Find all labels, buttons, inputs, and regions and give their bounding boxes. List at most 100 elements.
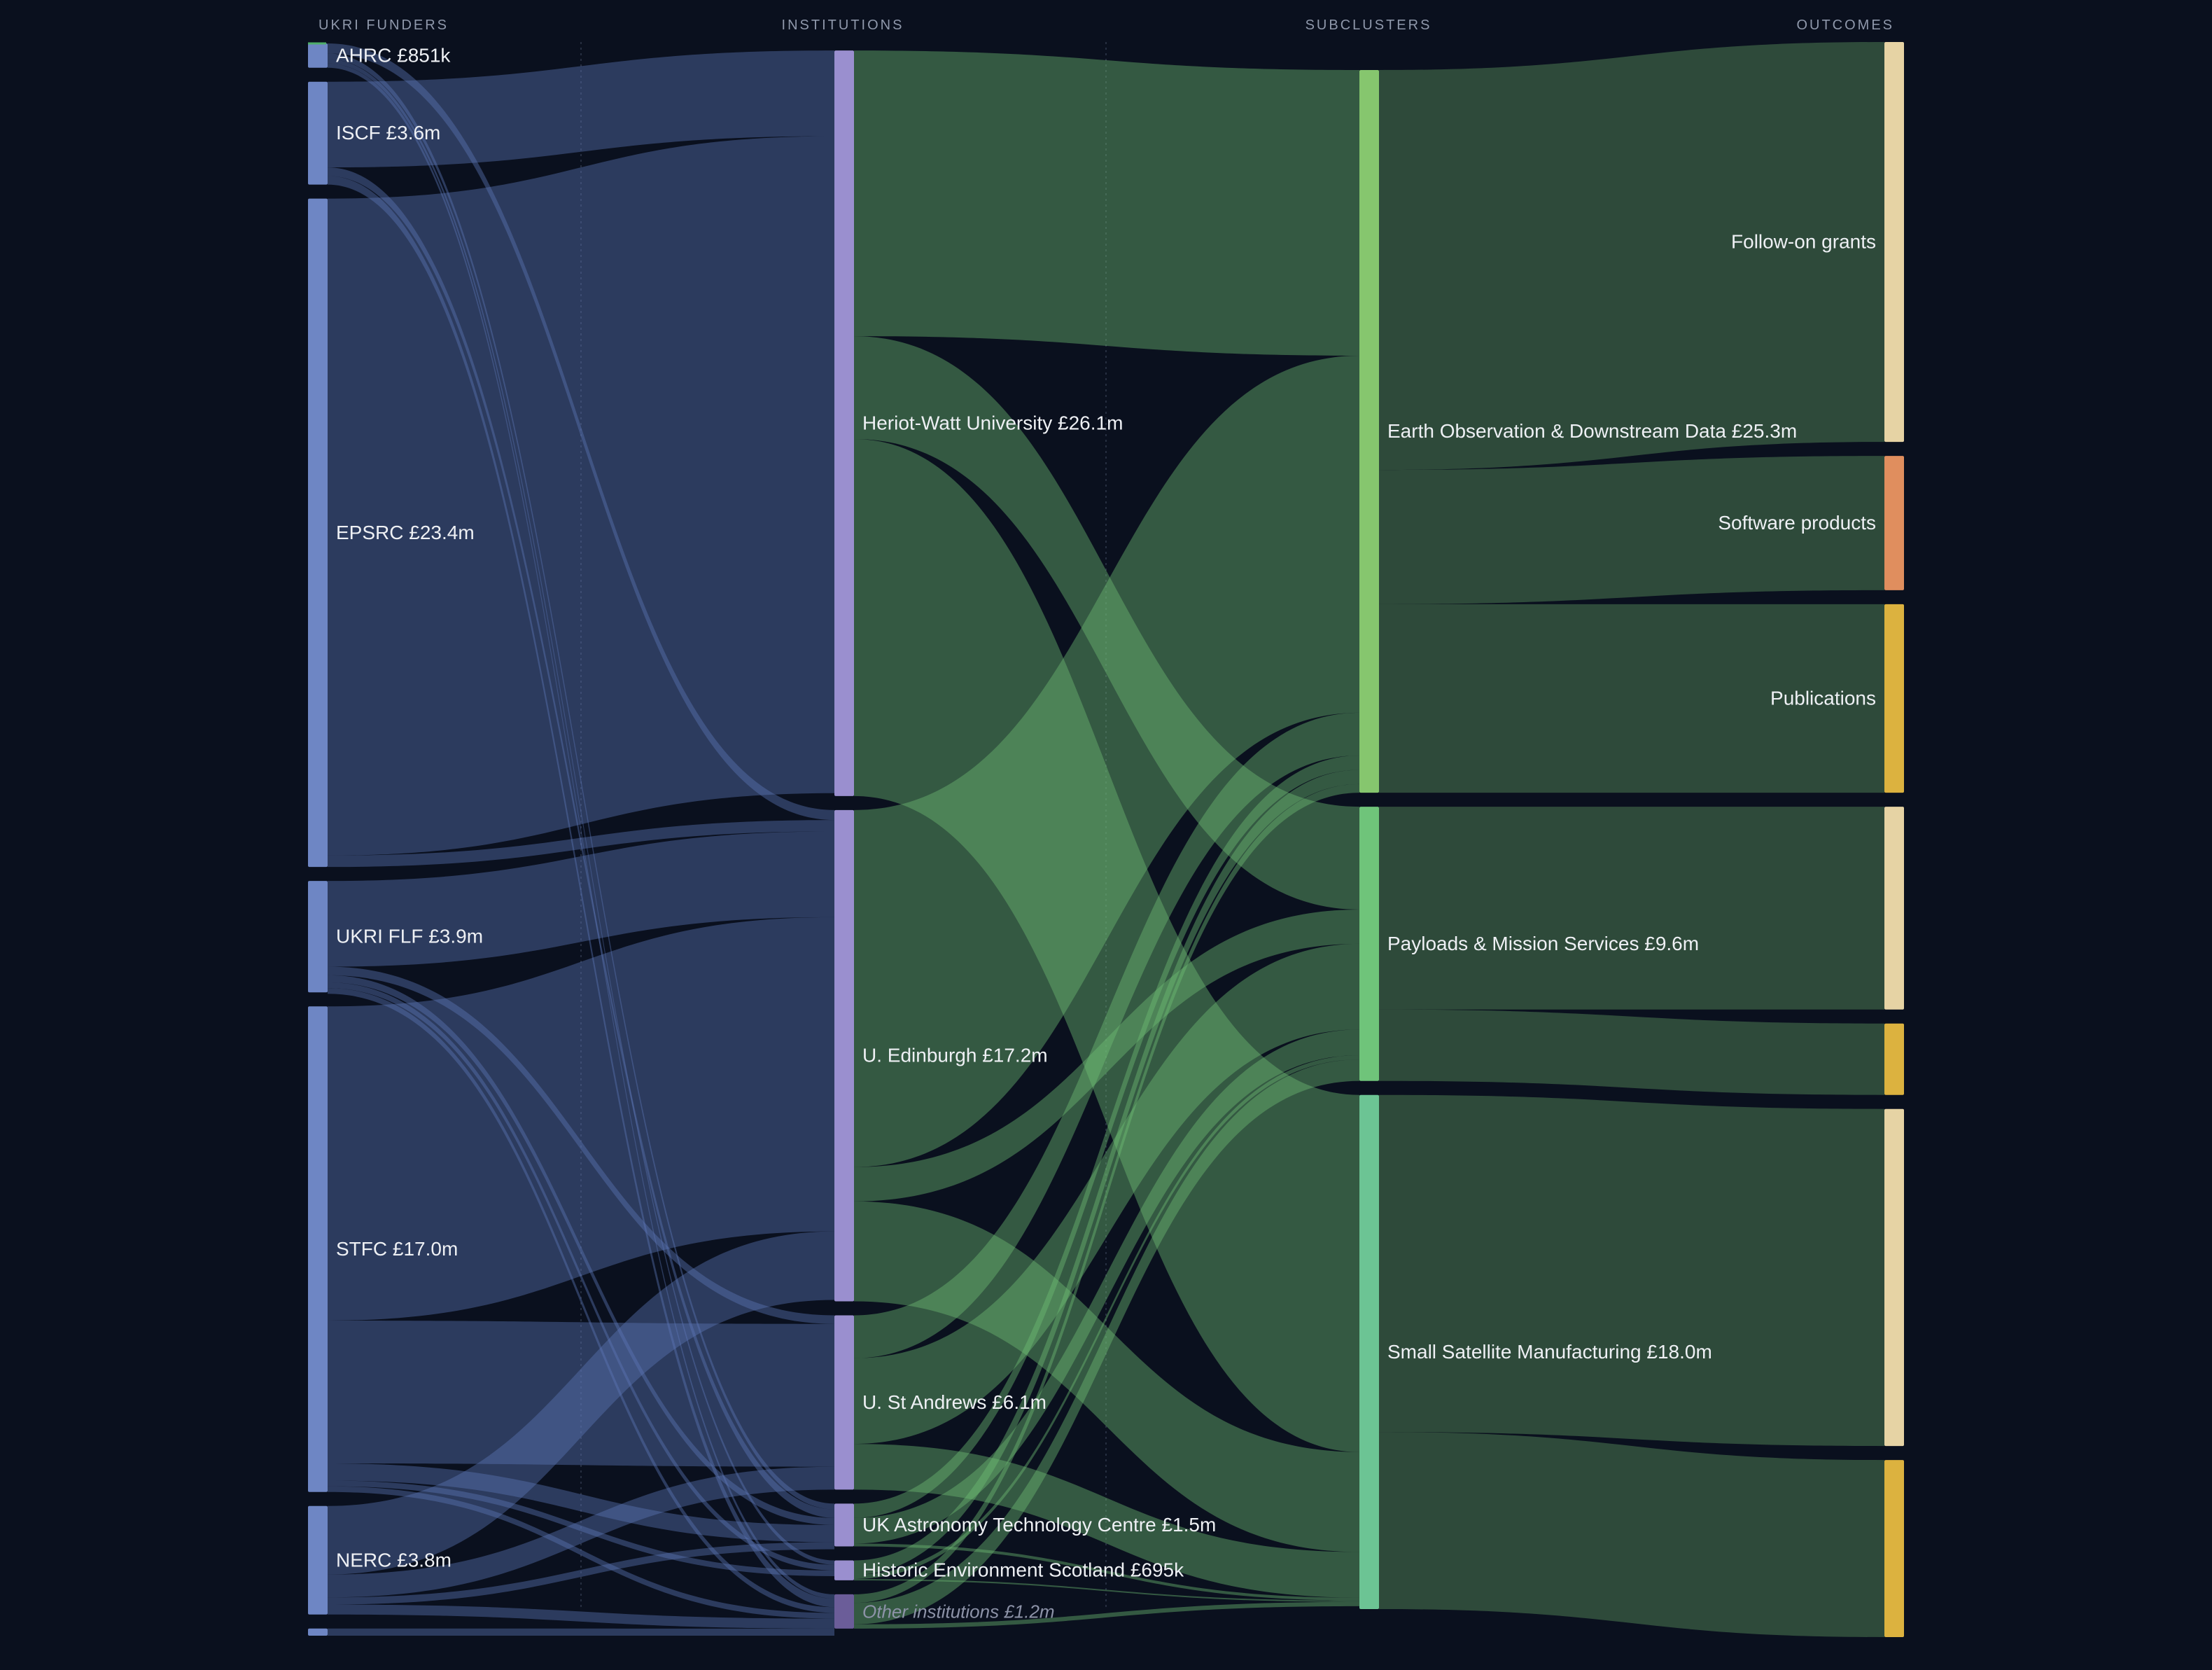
link-ssm-to-o_fog3[interactable]	[1379, 1094, 1884, 1447]
link-flf-to-oth[interactable]	[328, 988, 834, 1613]
label-o_fog1: Follow-on grants	[1731, 231, 1876, 253]
node-o_sw[interactable]	[1884, 456, 1904, 590]
link-stfc-to-sta[interactable]	[328, 1321, 834, 1467]
link-stfc-to-oth[interactable]	[328, 1486, 834, 1619]
node-atc[interactable]	[834, 1503, 854, 1547]
node-minor[interactable]	[308, 1628, 328, 1636]
link-ahrc-to-oth[interactable]	[328, 63, 834, 1599]
column-header-outcomes: OUTCOMES	[1796, 18, 1894, 33]
node-pay[interactable]	[1359, 807, 1379, 1081]
link-hes-to-pay[interactable]	[854, 1055, 1359, 1580]
link-ed-to-pay[interactable]	[854, 909, 1359, 1202]
node-eo[interactable]	[1359, 70, 1379, 793]
node-hes[interactable]	[834, 1560, 854, 1580]
link-flf-to-hes[interactable]	[328, 982, 834, 1571]
link-flf-to-ed[interactable]	[328, 831, 834, 967]
link-atc-to-ssm[interactable]	[854, 1543, 1359, 1601]
link-eo-to-o_sw[interactable]	[1379, 456, 1884, 604]
link-ed-to-eo[interactable]	[854, 355, 1359, 1167]
link-ahrc-to-atc[interactable]	[328, 53, 834, 1510]
link-flf-to-atc[interactable]	[328, 975, 834, 1525]
link-stfc-to-ed[interactable]	[328, 917, 834, 1321]
node-o_pub2[interactable]	[1884, 1023, 1904, 1095]
node-sta[interactable]	[834, 1315, 854, 1490]
label-iscf: ISCF £3.6m	[336, 122, 440, 144]
label-o_sw: Software products	[1718, 512, 1876, 534]
link-pay-to-o_pub2[interactable]	[1379, 1009, 1884, 1095]
label-hes: Historic Environment Scotland £695k	[862, 1559, 1184, 1581]
label-epsrc: EPSRC £23.4m	[336, 522, 475, 543]
node-o_pub1[interactable]	[1884, 604, 1904, 793]
label-atc: UK Astronomy Technology Centre £1.5m	[862, 1514, 1216, 1536]
label-ahrc: AHRC £851k	[336, 44, 451, 66]
link-stfc-to-hes[interactable]	[328, 1480, 834, 1576]
sankey-links	[328, 42, 1884, 1637]
sankey-nodes	[308, 42, 1904, 1637]
link-nerc-to-ed[interactable]	[328, 1231, 834, 1575]
label-flf: UKRI FLF £3.9m	[336, 926, 483, 947]
label-stfc: STFC £17.0m	[336, 1238, 458, 1260]
link-ssm-to-o_pub3[interactable]	[1379, 1432, 1884, 1637]
link-pay-to-o_fog2[interactable]	[1379, 807, 1884, 1010]
link-ahrc-to-hes[interactable]	[328, 59, 834, 1565]
label-hw: Heriot-Watt University £26.1m	[862, 412, 1123, 434]
link-oth-to-pay[interactable]	[854, 1059, 1359, 1624]
node-ssm[interactable]	[1359, 1094, 1379, 1609]
sankey-labels: AHRC £851k ISCF £3.6m EPSRC £23.4m UKRI FLF…	[336, 44, 1876, 1622]
link-sta-to-ssm[interactable]	[854, 1444, 1359, 1598]
node-o_fog1[interactable]	[1884, 42, 1904, 443]
link-sta-to-pay[interactable]	[854, 943, 1359, 1445]
link-oth-to-eo[interactable]	[854, 784, 1359, 1603]
link-minor-to-oth[interactable]	[328, 1628, 834, 1636]
node-o_pub3[interactable]	[1884, 1460, 1904, 1637]
column-header-subclusters: SUBCLUSTERS	[1306, 18, 1432, 33]
label-o_pub1: Publications	[1770, 687, 1876, 709]
node-epsrc[interactable]	[308, 198, 328, 868]
node-nerc[interactable]	[308, 1505, 328, 1615]
link-stfc-to-atc[interactable]	[328, 1463, 834, 1543]
link-atc-to-eo[interactable]	[854, 756, 1359, 1518]
link-hw-to-pay[interactable]	[854, 336, 1359, 910]
node-iscf[interactable]	[308, 81, 328, 185]
link-oth-to-ssm[interactable]	[854, 1601, 1359, 1629]
link-atc-to-pay[interactable]	[854, 1029, 1359, 1544]
link-iscf-to-hw[interactable]	[328, 50, 834, 168]
link-hw-to-ssm[interactable]	[854, 438, 1359, 1452]
node-oth[interactable]	[834, 1594, 854, 1629]
link-hes-to-ssm[interactable]	[854, 1579, 1359, 1602]
link-nerc-to-oth[interactable]	[328, 1604, 834, 1629]
link-flf-to-sta[interactable]	[328, 966, 834, 1324]
link-eo-to-o_pub1[interactable]	[1379, 604, 1884, 793]
link-ahrc-to-ed[interactable]	[328, 43, 834, 821]
link-iscf-to-oth[interactable]	[328, 176, 834, 1608]
link-iscf-to-atc[interactable]	[328, 167, 834, 1518]
label-nerc: NERC £3.8m	[336, 1549, 451, 1571]
node-stfc[interactable]	[308, 1006, 328, 1492]
node-ahrc[interactable]	[308, 43, 328, 68]
link-nerc-to-sta[interactable]	[328, 1466, 834, 1598]
column-guides	[580, 42, 1107, 1610]
link-epsrc-to-ed[interactable]	[328, 820, 834, 868]
label-ssm: Small Satellite Manufacturing £18.0m	[1387, 1341, 1712, 1363]
label-ed: U. Edinburgh £17.2m	[862, 1045, 1048, 1066]
label-sta: U. St Andrews £6.1m	[862, 1391, 1046, 1413]
node-ed[interactable]	[834, 809, 854, 1302]
node-hw[interactable]	[834, 50, 854, 796]
link-nerc-to-atc[interactable]	[328, 1542, 834, 1605]
link-sta-to-eo[interactable]	[854, 712, 1359, 1358]
column-headers: UKRI FUNDERS INSTITUTIONS SUBCLUSTERS OUTCO…	[308, 18, 1894, 45]
link-epsrc-to-hw[interactable]	[328, 136, 834, 856]
column-header-institutions: INSTITUTIONS	[782, 18, 904, 33]
link-hw-to-eo[interactable]	[854, 50, 1359, 356]
column-header-ukri-funders: UKRI FUNDERS	[318, 18, 449, 33]
link-ed-to-ssm[interactable]	[854, 1201, 1359, 1552]
node-flf[interactable]	[308, 881, 328, 993]
label-pay: Payloads & Mission Services £9.6m	[1387, 933, 1699, 954]
label-eo: Earth Observation & Downstream Data £25.…	[1387, 420, 1797, 442]
link-hes-to-eo[interactable]	[854, 770, 1359, 1575]
node-o_fog2[interactable]	[1884, 807, 1904, 1010]
link-eo-to-o_fog1[interactable]	[1379, 42, 1884, 471]
node-o_fog3[interactable]	[1884, 1108, 1904, 1447]
